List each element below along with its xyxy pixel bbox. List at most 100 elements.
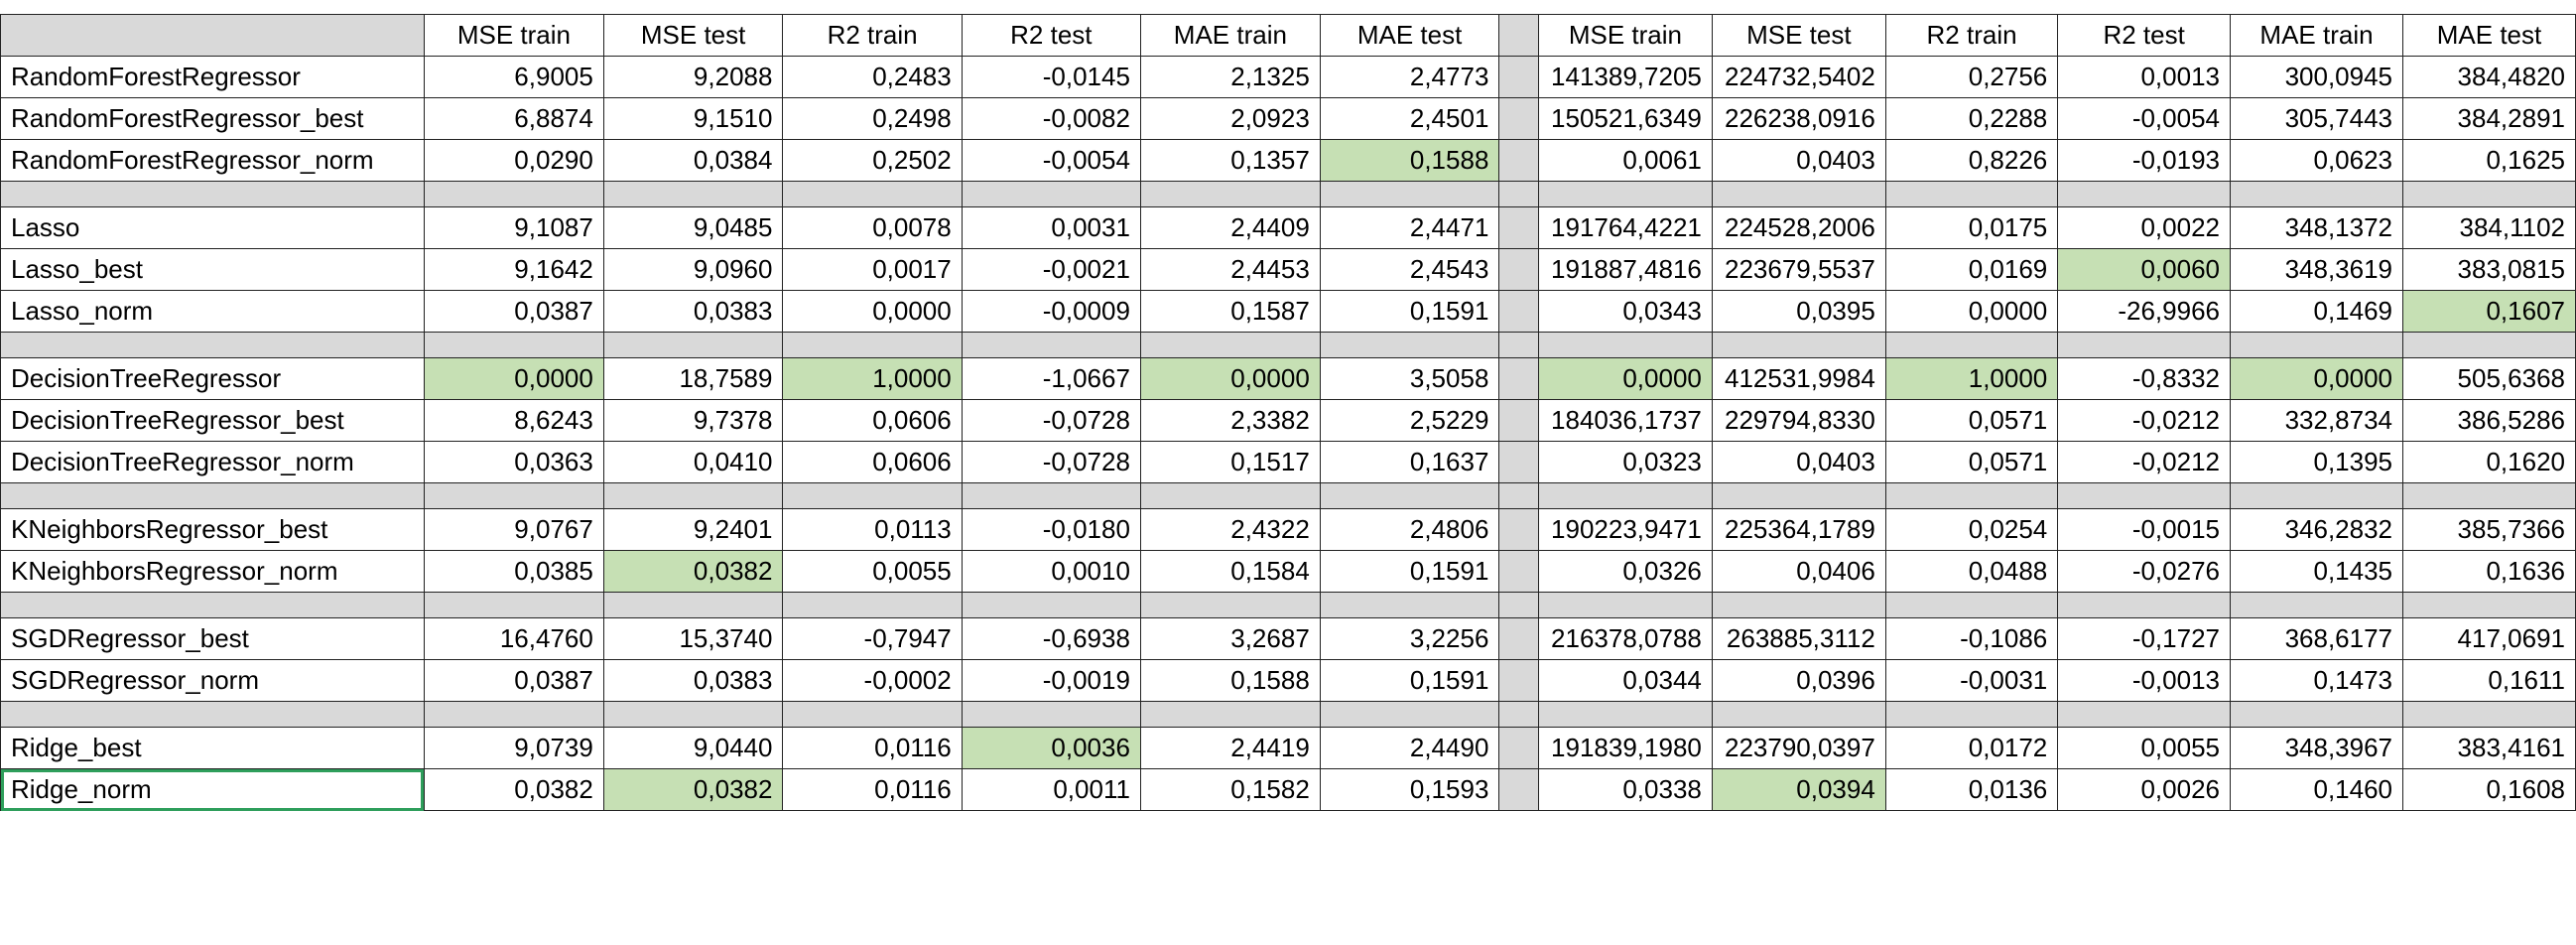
metric-cell[interactable]: -0,0054 — [961, 139, 1141, 182]
separator-cell[interactable] — [2402, 592, 2576, 618]
separator-cell[interactable] — [0, 181, 425, 207]
separator-cell[interactable] — [2057, 332, 2231, 358]
separator-cell[interactable] — [1498, 701, 1539, 728]
metric-cell[interactable]: 0,1587 — [1139, 290, 1321, 333]
metric-cell[interactable]: 0,0031 — [961, 206, 1141, 249]
metric-cell[interactable]: 6,9005 — [423, 56, 604, 98]
metric-cell[interactable]: 0,1607 — [2402, 290, 2576, 333]
metric-cell[interactable]: 9,7378 — [602, 399, 784, 442]
metric-cell[interactable]: 0,1435 — [2229, 550, 2404, 593]
metric-cell[interactable]: 0,1517 — [1139, 441, 1321, 483]
metric-cell[interactable]: 0,2288 — [1884, 97, 2059, 140]
metric-cell[interactable]: 2,4490 — [1319, 727, 1500, 769]
column-header[interactable]: R2 test — [961, 14, 1141, 57]
metric-cell[interactable]: 150521,6349 — [1537, 97, 1713, 140]
metric-cell[interactable]: 0,1357 — [1139, 139, 1321, 182]
separator-cell[interactable] — [782, 592, 963, 618]
metric-cell[interactable]: 0,0000 — [2229, 357, 2404, 400]
separator-cell[interactable] — [0, 592, 425, 618]
separator-cell[interactable] — [2402, 482, 2576, 509]
metric-cell[interactable]: 0,2502 — [782, 139, 963, 182]
metric-cell[interactable]: 2,4453 — [1139, 248, 1321, 291]
metric-cell[interactable]: 0,1460 — [2229, 768, 2404, 811]
metric-cell[interactable]: 0,0116 — [782, 727, 963, 769]
model-name-cell[interactable]: DecisionTreeRegressor — [0, 357, 425, 400]
metric-cell[interactable]: 0,0078 — [782, 206, 963, 249]
metric-cell[interactable]: 0,0000 — [423, 357, 604, 400]
metric-cell[interactable]: -0,0015 — [2057, 508, 2231, 551]
metric-cell[interactable]: 0,1593 — [1319, 768, 1500, 811]
model-name-cell[interactable]: Lasso — [0, 206, 425, 249]
metric-cell[interactable]: -0,0180 — [961, 508, 1141, 551]
separator-cell[interactable] — [1319, 181, 1500, 207]
metric-cell[interactable]: 0,0175 — [1884, 206, 2059, 249]
metric-cell[interactable]: -1,0667 — [961, 357, 1141, 400]
separator-cell[interactable] — [1537, 332, 1713, 358]
metric-cell[interactable]: 1,0000 — [782, 357, 963, 400]
model-name-cell[interactable]: SGDRegressor_norm — [0, 659, 425, 702]
metric-cell[interactable]: 2,4501 — [1319, 97, 1500, 140]
separator-cell[interactable] — [782, 701, 963, 728]
metric-cell[interactable]: 9,0739 — [423, 727, 604, 769]
metric-cell[interactable]: 2,4471 — [1319, 206, 1500, 249]
metric-cell[interactable]: -0,0009 — [961, 290, 1141, 333]
metric-cell[interactable]: -0,6938 — [961, 617, 1141, 660]
metric-cell[interactable]: -0,0031 — [1884, 659, 2059, 702]
metric-cell[interactable]: 0,0136 — [1884, 768, 2059, 811]
metric-cell[interactable]: 384,4820 — [2402, 56, 2576, 98]
separator-cell[interactable] — [1139, 332, 1321, 358]
metric-cell[interactable]: 0,0000 — [1139, 357, 1321, 400]
metric-cell[interactable]: 191839,1980 — [1537, 727, 1713, 769]
metric-cell[interactable]: 0,0406 — [1711, 550, 1886, 593]
metric-cell[interactable]: 0,1620 — [2402, 441, 2576, 483]
metric-cell[interactable]: 346,2832 — [2229, 508, 2404, 551]
metric-cell[interactable]: 0,1591 — [1319, 659, 1500, 702]
metric-cell[interactable]: 384,2891 — [2402, 97, 2576, 140]
metric-cell[interactable]: -0,0021 — [961, 248, 1141, 291]
separator-cell[interactable] — [602, 701, 784, 728]
metric-cell[interactable]: 0,0396 — [1711, 659, 1886, 702]
metric-cell[interactable]: 0,0116 — [782, 768, 963, 811]
metric-cell[interactable]: 0,0026 — [2057, 768, 2231, 811]
metric-cell[interactable]: 0,0013 — [2057, 56, 2231, 98]
metric-cell[interactable]: 0,1636 — [2402, 550, 2576, 593]
separator-cell[interactable] — [0, 482, 425, 509]
metric-cell[interactable]: 385,7366 — [2402, 508, 2576, 551]
metric-cell[interactable]: -0,0082 — [961, 97, 1141, 140]
separator-cell[interactable] — [1319, 592, 1500, 618]
model-name-cell[interactable]: DecisionTreeRegressor_norm — [0, 441, 425, 483]
metric-cell[interactable]: 16,4760 — [423, 617, 604, 660]
metric-cell[interactable]: 0,0113 — [782, 508, 963, 551]
metric-cell[interactable]: 0,0000 — [1537, 357, 1713, 400]
model-name-cell[interactable]: KNeighborsRegressor_norm — [0, 550, 425, 593]
metric-cell[interactable]: 0,0036 — [961, 727, 1141, 769]
separator-cell[interactable] — [782, 332, 963, 358]
metric-cell[interactable]: 0,0403 — [1711, 139, 1886, 182]
separator-cell[interactable] — [423, 482, 604, 509]
metric-cell[interactable]: 18,7589 — [602, 357, 784, 400]
metric-cell[interactable]: 412531,9984 — [1711, 357, 1886, 400]
metric-cell[interactable]: 0,0061 — [1537, 139, 1713, 182]
model-name-cell[interactable]: Lasso_norm — [0, 290, 425, 333]
metric-cell[interactable]: 224528,2006 — [1711, 206, 1886, 249]
model-name-cell[interactable]: Lasso_best — [0, 248, 425, 291]
metric-cell[interactable]: 229794,8330 — [1711, 399, 1886, 442]
metric-cell[interactable]: 0,2498 — [782, 97, 963, 140]
metric-cell[interactable]: -0,0013 — [2057, 659, 2231, 702]
metric-cell[interactable]: 9,0485 — [602, 206, 784, 249]
metric-cell[interactable]: 223679,5537 — [1711, 248, 1886, 291]
metric-cell[interactable]: 141389,7205 — [1537, 56, 1713, 98]
separator-cell[interactable] — [2057, 592, 2231, 618]
metric-cell[interactable]: 0,0338 — [1537, 768, 1713, 811]
metric-cell[interactable]: 505,6368 — [2402, 357, 2576, 400]
separator-cell[interactable] — [1319, 701, 1500, 728]
metric-cell[interactable]: 0,0410 — [602, 441, 784, 483]
metric-cell[interactable]: 0,0606 — [782, 441, 963, 483]
metric-cell[interactable]: -0,1727 — [2057, 617, 2231, 660]
separator-cell[interactable] — [423, 592, 604, 618]
metric-cell[interactable]: 9,0767 — [423, 508, 604, 551]
metric-cell[interactable]: 384,1102 — [2402, 206, 2576, 249]
metric-cell[interactable]: -0,0728 — [961, 441, 1141, 483]
separator-cell[interactable] — [1711, 701, 1886, 728]
metric-cell[interactable]: 3,2256 — [1319, 617, 1500, 660]
